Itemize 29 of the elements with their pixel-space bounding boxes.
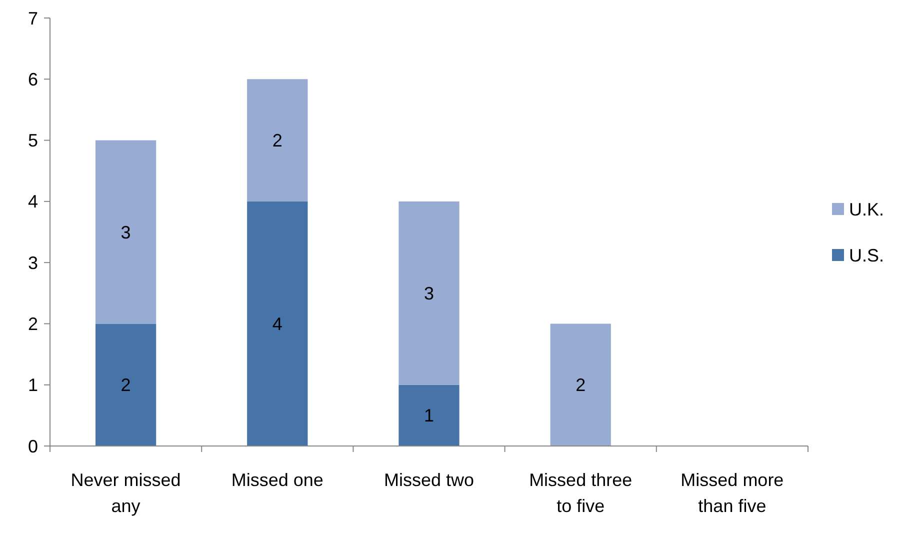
legend-label: U.S. (849, 245, 884, 266)
bar (95, 324, 156, 446)
bar (550, 324, 611, 446)
x-tick-label: Never missed any (70, 470, 181, 516)
y-tick-label: 6 (28, 69, 38, 90)
legend-label: U.K. (849, 199, 884, 220)
bar (398, 384, 460, 446)
data-label: 4 (272, 314, 282, 334)
bar (247, 79, 308, 202)
bar (247, 201, 308, 446)
y-tick-label: 4 (28, 192, 38, 212)
y-tick-label: 3 (28, 252, 38, 273)
data-label: 3 (120, 222, 131, 242)
y-tick-label: 7 (28, 8, 38, 28)
y-tick-label: 1 (28, 375, 38, 396)
x-tick-label: Missed one (231, 470, 324, 490)
x-tick-label: Missed more than five (680, 470, 784, 516)
data-label: 2 (272, 130, 282, 151)
data-label: 1 (424, 406, 434, 426)
y-tick-label: 0 (28, 436, 38, 456)
data-label: 3 (424, 283, 434, 304)
y-tick-label: 2 (28, 314, 38, 334)
x-tick-label: Missed two (384, 470, 474, 490)
bar (95, 140, 156, 324)
data-label: 2 (576, 375, 586, 396)
data-label: 2 (120, 375, 131, 396)
x-tick-label: Missed three to five (529, 470, 632, 516)
y-tick-label: 5 (28, 130, 38, 151)
bar (398, 201, 460, 385)
